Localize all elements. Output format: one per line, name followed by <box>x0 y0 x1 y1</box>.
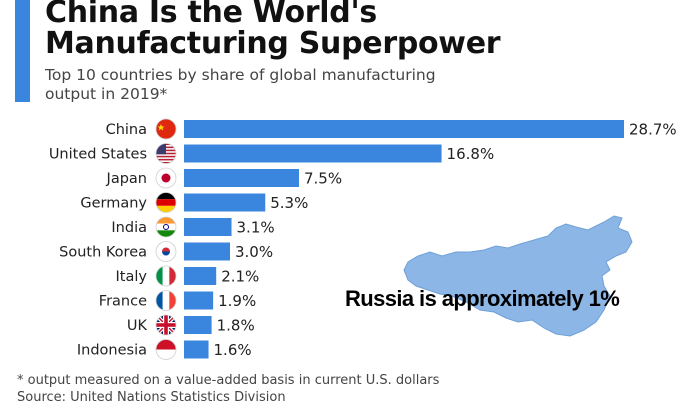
chart-subtitle: Top 10 countries by share of global manu… <box>45 66 665 104</box>
bar <box>184 242 230 261</box>
category-label: Indonesia <box>77 343 147 359</box>
value-label: 5.3% <box>270 194 308 212</box>
category-label: Italy <box>116 269 148 285</box>
category-label: France <box>99 294 147 310</box>
bar <box>184 267 217 285</box>
chart-title: China Is the World's Manufacturing Super… <box>45 0 685 59</box>
value-label: 1.8% <box>217 317 255 335</box>
category-label: United States <box>49 147 147 163</box>
russia-annotation: Russia is approximately 1% <box>345 286 620 311</box>
bar <box>184 291 214 310</box>
bar <box>184 144 442 163</box>
bar <box>184 169 299 187</box>
bar-row: India 3.1% <box>111 216 275 238</box>
bar-row: China 28.7% <box>106 118 677 140</box>
bar-row: France 1.9% <box>99 290 256 311</box>
subtitle-line-2: output in 2019* <box>45 85 168 103</box>
category-label: UK <box>127 318 148 334</box>
category-label: Japan <box>106 171 147 187</box>
title-line-1: China Is the World's <box>45 0 377 30</box>
source-note: Source: United Nations Statistics Divisi… <box>17 390 286 405</box>
us-flag-icon <box>155 143 177 164</box>
china-map-icon <box>403 215 633 337</box>
bar <box>184 218 232 236</box>
south-korea-flag-icon <box>155 241 177 262</box>
germany-flag-icon <box>155 192 177 213</box>
title-accent-bar <box>15 0 30 102</box>
bar-row: Indonesia 1.6% <box>77 339 252 360</box>
france-flag-icon <box>155 290 177 311</box>
category-label: South Korea <box>59 245 147 261</box>
indonesia-flag-icon <box>155 339 177 360</box>
india-flag-icon <box>155 216 177 238</box>
bar-row: United States 16.8% <box>49 143 495 164</box>
china-flag-icon <box>155 118 177 140</box>
bar-row: Japan 7.5% <box>106 167 342 189</box>
value-label: 1.9% <box>218 292 256 310</box>
subtitle-line-1: Top 10 countries by share of global manu… <box>45 66 436 84</box>
bar-row: Germany 5.3% <box>80 192 308 213</box>
footnote: * output measured on a value-added basis… <box>17 373 440 388</box>
bar-row: UK 1.8% <box>127 314 255 336</box>
category-label: India <box>111 220 147 236</box>
value-label: 7.5% <box>304 170 342 188</box>
value-label: 16.8% <box>447 145 495 163</box>
bar-row: South Korea 3.0% <box>59 241 273 262</box>
uk-flag-icon <box>155 314 177 336</box>
value-label: 3.0% <box>235 243 273 261</box>
italy-flag-icon <box>155 265 177 287</box>
value-label: 28.7% <box>629 121 677 139</box>
title-line-2: Manufacturing Superpower <box>45 26 501 61</box>
category-label: Germany <box>80 196 147 212</box>
value-label: 1.6% <box>214 341 252 359</box>
japan-flag-icon <box>155 167 177 189</box>
value-label: 3.1% <box>237 219 275 237</box>
bar <box>184 193 266 212</box>
category-label: China <box>106 122 147 138</box>
bar <box>184 316 212 334</box>
bar <box>184 120 624 138</box>
bar-row: Italy 2.1% <box>116 265 259 287</box>
value-label: 2.1% <box>221 268 259 286</box>
bar <box>184 340 209 359</box>
